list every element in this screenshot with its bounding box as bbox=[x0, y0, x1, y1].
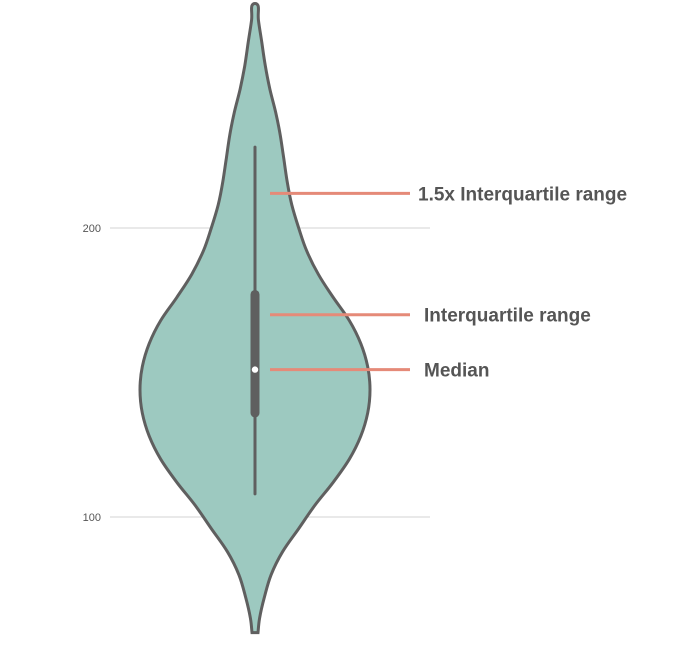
annotation-label: Interquartile range bbox=[424, 306, 591, 327]
y-tick-label: 100 bbox=[83, 512, 101, 524]
annotation-label: Median bbox=[424, 361, 489, 382]
y-axis-ticks: 100 200 bbox=[83, 223, 101, 524]
y-tick-label: 200 bbox=[83, 223, 101, 235]
median-marker bbox=[251, 366, 259, 373]
annotations: 1.5x Interquartile range Interquartile ra… bbox=[270, 184, 627, 382]
annotation-label: 1.5x Interquartile range bbox=[418, 184, 627, 205]
